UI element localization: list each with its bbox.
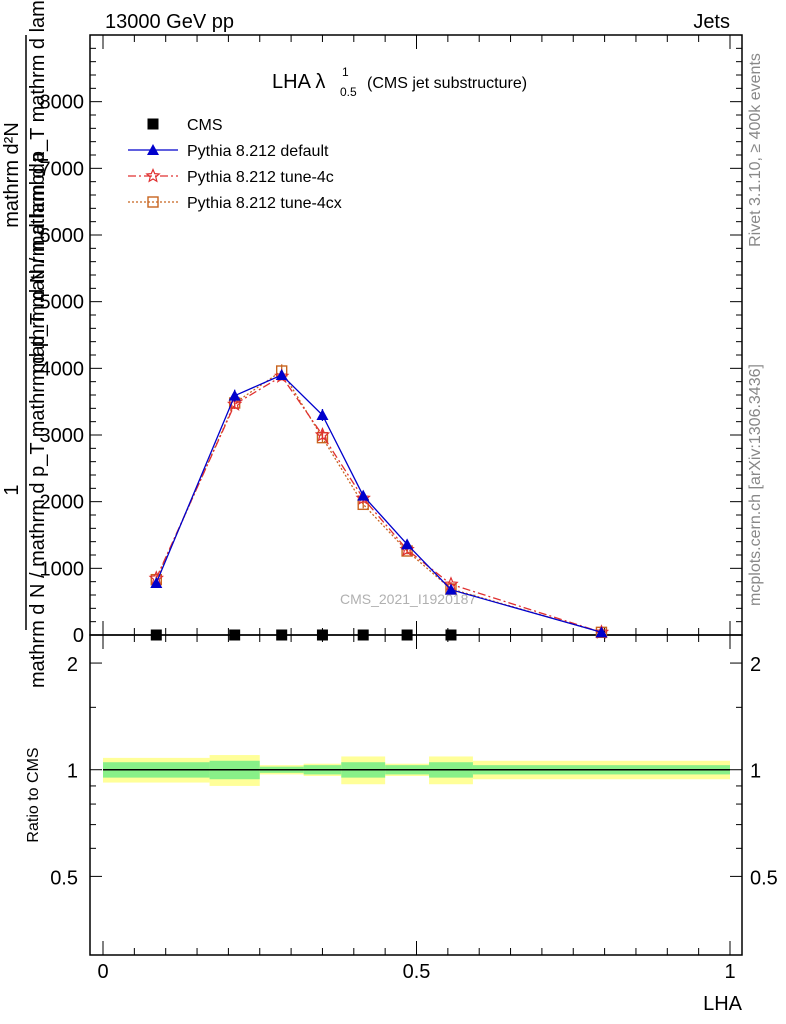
ratio-y-tick-label-right: 1 [750,761,761,783]
legend-entry: Pythia 8.212 tune-4cx [128,195,342,212]
plot-title-suffix: (CMS jet substructure) [367,75,527,92]
main-y-tick-label: 0 [73,625,84,647]
ratio-y-axis-label: Ratio to CMS [25,747,42,842]
main-y-tick-label: 1000 [40,558,85,580]
main-y-tick-label: 5000 [40,292,85,314]
header-left: 13000 GeV pp [105,11,234,33]
series-line [155,375,602,633]
y-label-top: mathrm d²N [1,122,23,228]
main-y-tick-label: 6000 [40,225,85,247]
y-label-denominator: mathrm d N / mathrm d p_T mathrm d p_T m… [27,151,49,688]
data-point [445,629,457,641]
legend-label: Pythia 8.212 tune-4cx [187,195,342,212]
legend-entry: Pythia 8.212 tune-4c [128,167,334,186]
ratio-y-tick-label-right: 0.5 [750,867,778,889]
data-point [595,626,608,638]
legend-entry: Pythia 8.212 default [128,143,329,160]
series-layer [148,364,610,641]
y-label-overlap: mathrm d N / mathrm d p_T mathrm d lambd… [27,0,49,373]
main-axes: 0 1000 2000 3000 4000 5000 6000 7000 8000 [40,35,742,647]
plot-title-sup: 1 [342,65,349,79]
series-line [155,374,602,633]
ratio-y-tick-label-left: 1 [67,761,78,783]
x-tick-label: 0 [97,961,108,983]
legend: CMS Pythia 8.212 default Pythia 8.212 tune… [128,117,342,212]
data-point [228,389,241,401]
mcplots-label: mcplots.cern.ch [arXiv:1306.3436] [747,364,764,606]
ratio-plot-frame [89,634,743,956]
main-y-tick-label: 2000 [40,492,85,514]
main-y-tick-label: 7000 [40,158,85,180]
data-point [357,629,369,641]
data-point [444,583,457,595]
plot-title-main: LHA λ [272,71,325,93]
legend-entry: CMS [147,117,223,134]
legend-marker [147,118,159,130]
data-point [401,629,413,641]
x-tick-label: 1 [724,961,735,983]
series-1 [150,369,608,638]
legend-label: Pythia 8.212 tune-4c [187,169,334,186]
main-y-tick-label: 8000 [40,92,85,114]
legend-marker [145,167,161,183]
main-y-tick-label: 4000 [40,358,85,380]
watermark: CMS_2021_I1920187 [340,591,476,607]
legend-label: CMS [187,117,223,134]
data-point [150,577,163,588]
data-point [316,409,329,420]
data-point [355,490,371,505]
data-point [275,369,288,380]
y-label-numerator: 1 [1,484,23,495]
header-right: Jets [693,11,730,33]
rivet-label: Rivet 3.1.10, ≥ 400k events [747,53,764,247]
legend-marker [147,196,159,208]
data-point [150,629,162,641]
data-point [276,629,288,641]
data-point [316,629,328,641]
plot-title-sub: 0.5 [340,85,357,99]
data-point [357,489,370,501]
ratio-y-tick-label-left: 2 [67,654,78,676]
series-0 [150,629,457,641]
ratio-y-tick-label-left: 0.5 [50,867,78,889]
plot-title: LHA λ 1 0.5 (CMS jet substructure) [272,65,527,99]
data-point [229,629,241,641]
main-y-axis-label: mathrm d²N mathrm d N / mathrm d p_T mat… [1,0,49,688]
legend-label: Pythia 8.212 default [187,143,329,160]
x-tick-label: 0.5 [403,961,431,983]
main-y-tick-label: 3000 [40,425,85,447]
legend-marker [147,144,159,155]
ratio-y-tick-label-right: 2 [750,654,761,676]
ratio-bands [103,755,730,786]
data-point [314,426,331,442]
data-point [227,396,243,411]
ratio-axes: 0.5 0.5 1 1 2 2 0 0.5 1 [50,635,778,983]
data-point [401,538,414,550]
x-axis-label: LHA [703,993,743,1015]
